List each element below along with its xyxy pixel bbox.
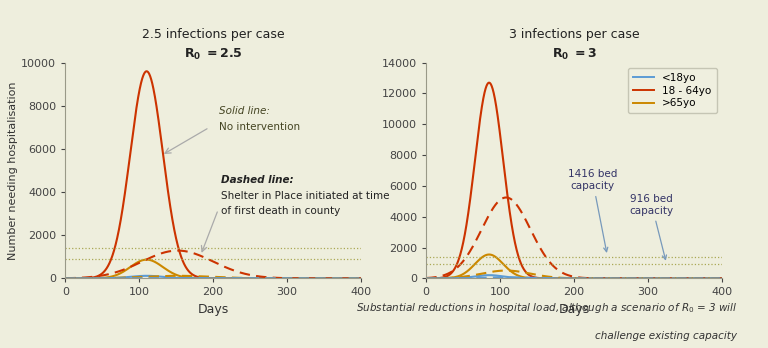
X-axis label: Days: Days	[558, 303, 590, 316]
Text: challenge existing capacity: challenge existing capacity	[595, 331, 737, 341]
Text: of first death in county: of first death in county	[220, 206, 339, 216]
Text: Substantial reductions in hospital load, although a scenario of $R_0$ = 3 will: Substantial reductions in hospital load,…	[356, 301, 737, 315]
Text: Shelter in Place initiated at time: Shelter in Place initiated at time	[220, 191, 389, 200]
Text: Dashed line:: Dashed line:	[220, 175, 293, 185]
Text: No intervention: No intervention	[219, 121, 300, 132]
Text: 916 bed
capacity: 916 bed capacity	[630, 194, 674, 260]
Text: $\mathbf{R_0}$ $\mathbf{= 2.5}$: $\mathbf{R_0}$ $\mathbf{= 2.5}$	[184, 47, 243, 62]
Text: Solid line:: Solid line:	[219, 106, 270, 117]
Text: 2.5 infections per case: 2.5 infections per case	[142, 28, 284, 41]
Legend: <18yo, 18 - 64yo, >65yo: <18yo, 18 - 64yo, >65yo	[628, 68, 717, 113]
X-axis label: Days: Days	[197, 303, 229, 316]
Text: $\mathbf{R_0}$ $\mathbf{= 3}$: $\mathbf{R_0}$ $\mathbf{= 3}$	[551, 47, 597, 62]
Text: 1416 bed
capacity: 1416 bed capacity	[568, 169, 617, 252]
Y-axis label: Number needing hospitalisation: Number needing hospitalisation	[8, 81, 18, 260]
Text: 3 infections per case: 3 infections per case	[508, 28, 640, 41]
